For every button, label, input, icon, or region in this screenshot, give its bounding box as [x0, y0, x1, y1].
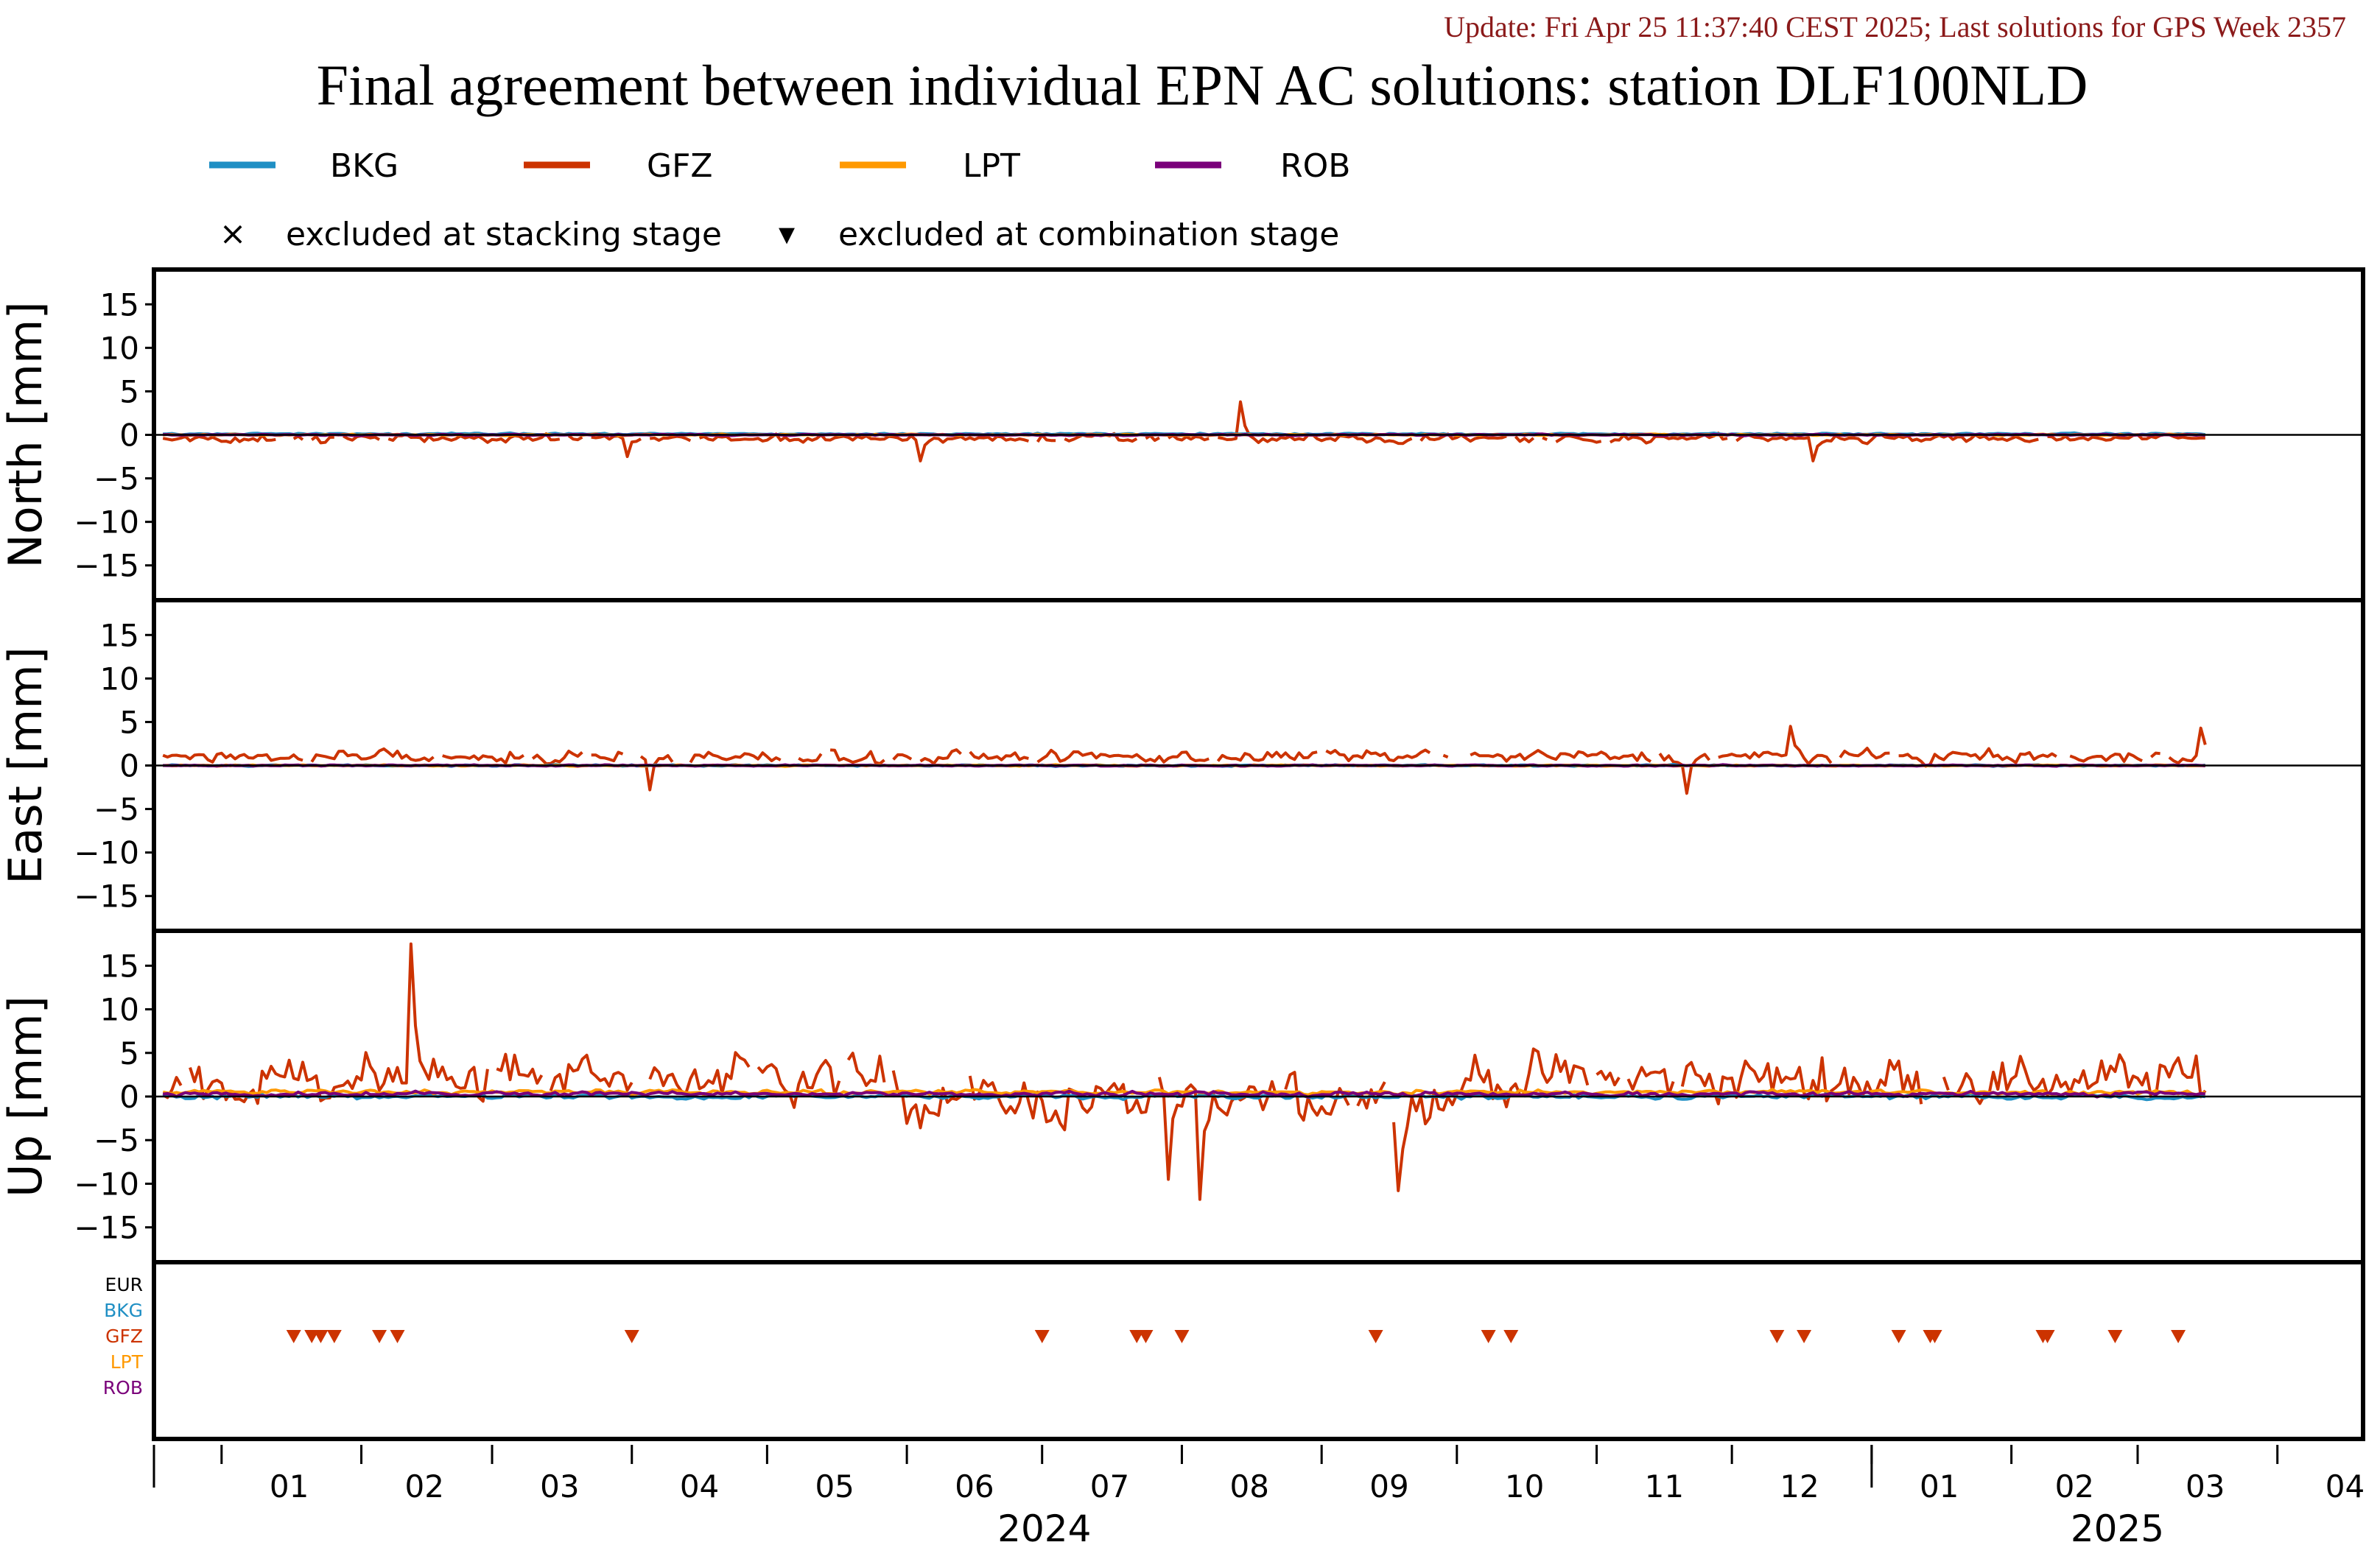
exclusion-marker: [1034, 1330, 1050, 1343]
y-tick-label: −5: [94, 461, 139, 497]
month-tick-label: 05: [815, 1468, 854, 1504]
panel-2: 15 10 5 0 −5 −10 −15 Up [mm]: [0, 929, 2365, 1264]
legend-marker-symbol: ×: [220, 215, 247, 253]
y-axis-label: North [mm]: [0, 301, 52, 568]
exclusion-frame: [152, 1260, 2365, 1441]
y-tick-label: 5: [119, 373, 139, 409]
legend-label-gfz: GFZ: [647, 147, 713, 185]
exclusion-row-label-bkg: BKG: [104, 1300, 143, 1321]
update-timestamp: Update: Fri Apr 25 11:37:40 CEST 2025; L…: [1444, 10, 2346, 43]
y-axis-label: East [mm]: [0, 647, 52, 884]
chart-title: Final agreement between individual EPN A…: [317, 53, 2088, 117]
y-tick-label: 0: [119, 418, 139, 454]
exclusion-marker: [1368, 1330, 1383, 1343]
series-line-gfz: [162, 942, 2207, 1201]
exclusion-marker: [2107, 1330, 2123, 1343]
legend-label-bkg: BKG: [330, 147, 399, 185]
time-axis: 01 02 03 04 05 06 07 08 09 10 11 12 01 02 03 04 2024 2025: [152, 1445, 2365, 1545]
y-tick-label: −15: [74, 548, 139, 584]
legend-marker-label: excluded at stacking stage: [286, 216, 722, 253]
panel-0: 15 10 5 0 −5 −10 −15 North [mm]: [0, 267, 2365, 602]
y-tick-label: −10: [74, 504, 139, 541]
series-line-rob: [163, 1089, 2205, 1099]
month-tick-label: 02: [404, 1468, 443, 1504]
y-tick-label: −10: [74, 1166, 139, 1202]
month-tick-label: 03: [540, 1468, 579, 1504]
exclusion-row-label-gfz: GFZ: [105, 1326, 143, 1347]
exclusion-panel: EUR BKG GFZ LPT ROB: [103, 1260, 2365, 1441]
exclusion-marker: [390, 1330, 405, 1343]
legend-marker-label: excluded at combination stage: [838, 216, 1339, 253]
exclusion-marker: [1797, 1330, 1812, 1343]
exclusion-marker: [1891, 1330, 1906, 1343]
month-tick-label: 01: [1920, 1468, 1959, 1504]
y-tick-label: 10: [100, 992, 139, 1028]
y-tick-label: 15: [100, 948, 139, 984]
exclusion-marker: [2040, 1330, 2055, 1343]
y-axis-label: Up [mm]: [0, 996, 52, 1197]
y-tick-label: 10: [100, 661, 139, 697]
y-tick-label: −10: [74, 835, 139, 871]
exclusion-marker: [372, 1330, 387, 1343]
month-tick-label: 09: [1369, 1468, 1408, 1504]
exclusion-marker: [1481, 1330, 1496, 1343]
exclusion-marker: [1174, 1330, 1190, 1343]
month-tick-label: 08: [1230, 1468, 1269, 1504]
y-tick-label: −5: [94, 792, 139, 828]
year-label: 2024: [997, 1507, 1091, 1545]
panel-1: 15 10 5 0 −5 −10 −15 East [mm]: [0, 598, 2365, 933]
legend-marker-symbol: ▾: [779, 215, 795, 253]
exclusion-row-label-eur: EUR: [105, 1274, 143, 1295]
month-tick-label: 06: [955, 1468, 994, 1504]
series-line-gfz: [162, 725, 2207, 795]
y-tick-label: 15: [100, 286, 139, 323]
month-tick-label: 01: [270, 1468, 309, 1504]
exclusion-marker: [313, 1330, 329, 1343]
plot-panels: 15 10 5 0 −5 −10 −15 North [mm] 15 10 5 0 −5 −10 −15 Ea…: [0, 267, 2365, 1264]
month-tick-label: 02: [2055, 1468, 2094, 1504]
exclusion-marker: [1138, 1330, 1154, 1343]
exclusion-marker: [1927, 1330, 1942, 1343]
exclusion-row-label-rob: ROB: [103, 1377, 143, 1398]
month-tick-label: 11: [1645, 1468, 1684, 1504]
y-tick-label: 0: [119, 748, 139, 784]
legend: BKG GFZ LPT ROB × excluded at stacking stage ▾…: [209, 147, 1350, 253]
exclusion-marker: [1769, 1330, 1785, 1343]
y-tick-label: 0: [119, 1079, 139, 1115]
y-tick-label: 10: [100, 330, 139, 366]
y-tick-label: 15: [100, 617, 139, 653]
year-label: 2025: [2071, 1507, 2164, 1545]
month-tick-label: 04: [2325, 1468, 2365, 1504]
exclusion-row-label-lpt: LPT: [110, 1351, 144, 1373]
month-tick-label: 04: [680, 1468, 719, 1504]
exclusion-marker: [1503, 1330, 1519, 1343]
month-tick-label: 10: [1505, 1468, 1544, 1504]
y-tick-label: −5: [94, 1122, 139, 1158]
exclusion-marker: [624, 1330, 639, 1343]
y-tick-label: −15: [74, 1210, 139, 1246]
exclusion-marker: [2171, 1330, 2186, 1343]
series-line-gfz: [162, 400, 2205, 462]
y-tick-label: 5: [119, 704, 139, 740]
legend-label-lpt: LPT: [963, 147, 1020, 185]
y-tick-label: −15: [74, 879, 139, 915]
y-tick-label: 5: [119, 1035, 139, 1071]
exclusion-marker: [286, 1330, 301, 1343]
month-tick-label: 12: [1780, 1468, 1819, 1504]
month-tick-label: 03: [2186, 1468, 2225, 1504]
exclusion-marker: [326, 1330, 342, 1343]
month-tick-label: 07: [1090, 1468, 1129, 1504]
legend-label-rob: ROB: [1280, 147, 1350, 185]
